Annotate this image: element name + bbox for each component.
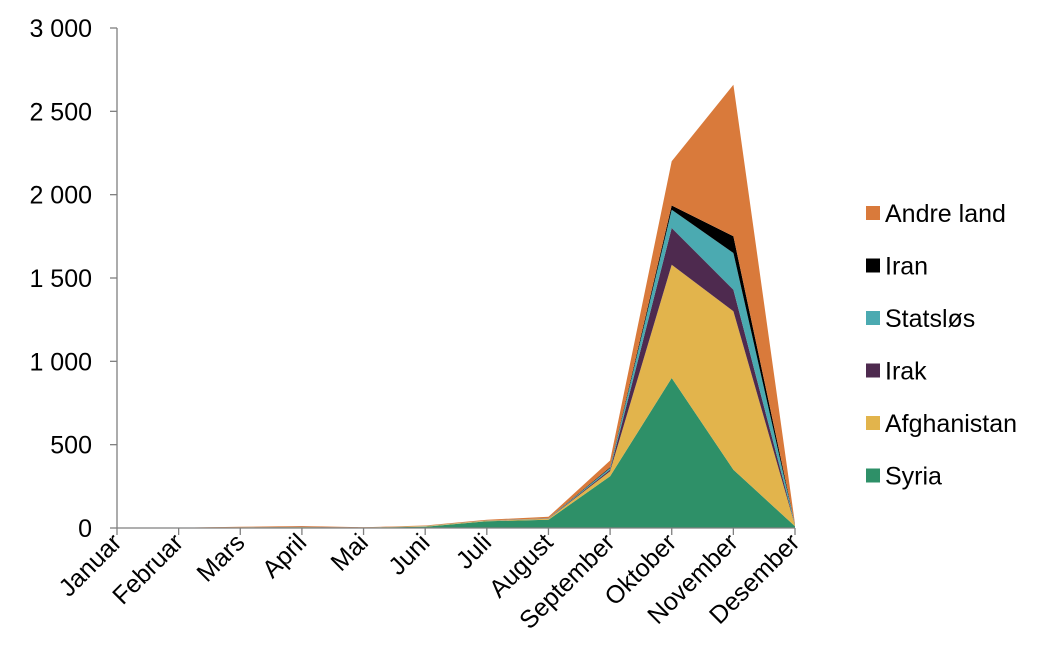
legend-swatch bbox=[866, 468, 880, 483]
area-afghanistan bbox=[117, 264, 795, 528]
legend-swatch bbox=[866, 311, 880, 325]
legend-swatch bbox=[866, 206, 880, 220]
legend-swatch bbox=[866, 416, 880, 430]
legend-label: Iran bbox=[885, 253, 928, 281]
legend-item-syria: Syria bbox=[866, 463, 942, 491]
area-andre-land bbox=[117, 84, 795, 528]
y-tick-labels: 0 500 1 000 1 500 2 000 2 500 3 000 bbox=[29, 15, 92, 543]
legend-item-statslos: Statsløs bbox=[866, 305, 975, 333]
legend-label: Afghanistan bbox=[885, 410, 1017, 438]
legend-label: Irak bbox=[885, 358, 927, 386]
legend: Andre land Iran Statsløs Irak Afghanistan Syr… bbox=[866, 200, 1017, 491]
x-tick-label: Mars bbox=[191, 528, 250, 587]
y-tick-label: 1 000 bbox=[29, 348, 92, 376]
legend-label: Statsløs bbox=[885, 305, 975, 333]
area-iran bbox=[117, 205, 795, 528]
x-tick-label: Mai bbox=[325, 528, 373, 576]
axes-layer bbox=[110, 27, 796, 535]
legend-swatch bbox=[866, 363, 880, 378]
legend-label: Syria bbox=[885, 463, 942, 491]
x-tick-label: April bbox=[257, 528, 312, 583]
legend-item-afghanistan: Afghanistan bbox=[866, 410, 1017, 438]
y-tick-label: 1 500 bbox=[29, 265, 92, 293]
areas-layer bbox=[117, 84, 795, 528]
legend-item-iran: Iran bbox=[866, 253, 928, 281]
area-syria bbox=[117, 378, 795, 528]
y-tick-label: 2 000 bbox=[29, 182, 92, 210]
y-tick-label: 500 bbox=[50, 432, 92, 460]
x-tick-label: Juli bbox=[451, 528, 497, 574]
legend-item-andre-land: Andre land bbox=[866, 200, 1006, 228]
y-tick-label: 3 000 bbox=[29, 15, 92, 43]
legend-swatch bbox=[866, 258, 880, 273]
y-tick-label: 0 bbox=[78, 515, 92, 543]
y-tick-label: 2 500 bbox=[29, 98, 92, 126]
legend-label: Andre land bbox=[885, 200, 1006, 228]
x-tick-label: Juni bbox=[383, 528, 435, 580]
legend-item-irak: Irak bbox=[866, 358, 927, 386]
